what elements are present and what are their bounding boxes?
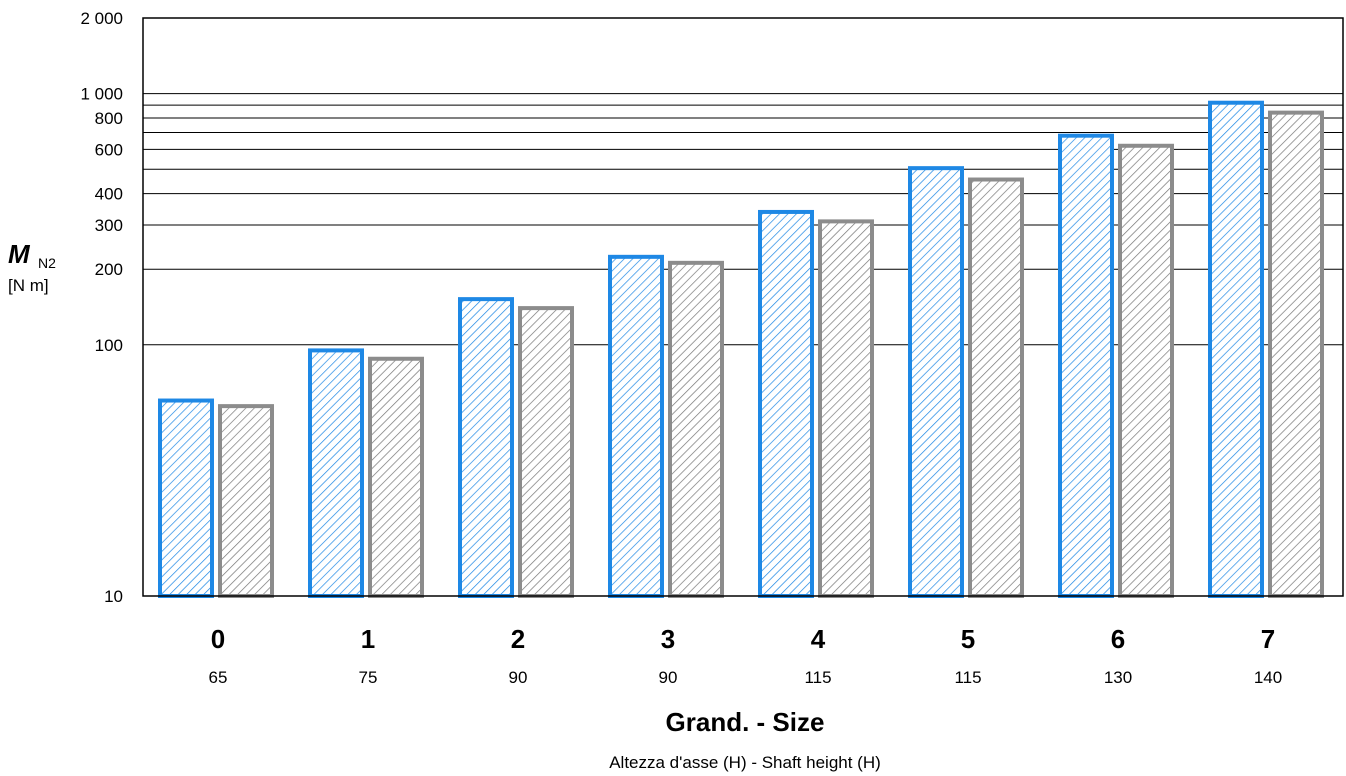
bar-series-1 xyxy=(608,254,664,598)
x-subcategory-label: 90 xyxy=(659,668,678,687)
gridlines xyxy=(143,93,1343,346)
y-tick-label: 10 xyxy=(104,587,123,606)
x-category-label: 1 xyxy=(361,624,375,654)
y-tick-label: 2 000 xyxy=(80,9,123,28)
x-subcategory-label: 140 xyxy=(1254,668,1282,687)
x-subcategory-label: 65 xyxy=(209,668,228,687)
x-subcategory-label: 75 xyxy=(359,668,378,687)
y-tick-label: 200 xyxy=(95,260,123,279)
y-axis-label-subscript: N2 xyxy=(38,255,56,271)
bar-series-1 xyxy=(908,166,964,599)
x-category-label: 3 xyxy=(661,624,675,654)
bar-series-2 xyxy=(1118,143,1174,598)
bar-series-2 xyxy=(368,356,424,598)
x-category-label: 6 xyxy=(1111,624,1125,654)
bar-series-2 xyxy=(668,260,724,598)
bar-series-2 xyxy=(518,306,574,598)
x-category-label: 2 xyxy=(511,624,525,654)
x-axis-labels: 0 65 1 75 2 90 3 90 4 115 5 115 6 130 7 140 xyxy=(209,624,1283,687)
y-tick-label: 600 xyxy=(95,140,123,159)
plot-area-frame xyxy=(142,17,1344,597)
bar-series-1 xyxy=(458,297,514,598)
y-axis-title: M N2 [N m] xyxy=(8,239,56,295)
x-category-label: 0 xyxy=(211,624,225,654)
y-tick-label: 400 xyxy=(95,185,123,204)
bar-series-1 xyxy=(758,209,814,598)
x-subcategory-label: 130 xyxy=(1104,668,1132,687)
y-tick-label: 100 xyxy=(95,336,123,355)
bar-series-2 xyxy=(218,404,274,599)
x-axis-subtitle: Altezza d'asse (H) - Shaft height (H) xyxy=(609,753,881,772)
y-tick-label: 1 000 xyxy=(80,85,123,104)
bar-series-1 xyxy=(308,348,364,598)
x-category-label: 7 xyxy=(1261,624,1275,654)
bar-series-2 xyxy=(968,177,1024,599)
x-axis-title: Grand. - Size xyxy=(666,707,825,737)
x-category-label: 4 xyxy=(811,624,826,654)
bars xyxy=(158,100,1324,599)
bar-series-2 xyxy=(818,219,874,598)
bar-series-1 xyxy=(1208,100,1264,598)
y-tick-label: 300 xyxy=(95,216,123,235)
bar-series-1 xyxy=(158,398,214,598)
y-axis-ticks: 10 100 200 300 400 600 800 1 000 2 000 xyxy=(80,9,123,606)
x-category-label: 5 xyxy=(961,624,975,654)
y-axis-unit: [N m] xyxy=(8,276,49,295)
bar-series-2 xyxy=(1268,110,1324,598)
y-tick-label: 800 xyxy=(95,109,123,128)
y-axis-label: M xyxy=(8,239,31,269)
x-subcategory-label: 90 xyxy=(509,668,528,687)
x-subcategory-label: 115 xyxy=(954,668,981,687)
x-subcategory-label: 115 xyxy=(804,668,831,687)
bar-series-1 xyxy=(1058,133,1114,598)
